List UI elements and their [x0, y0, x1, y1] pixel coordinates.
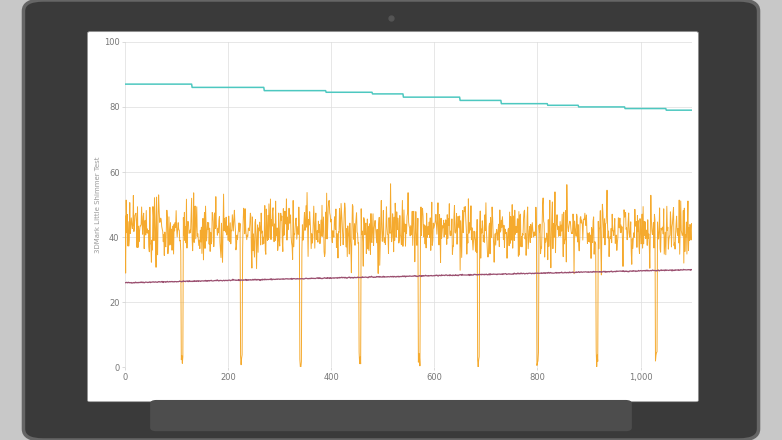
Y-axis label: 3DMark Little Shimmer Test: 3DMark Little Shimmer Test [95, 156, 101, 253]
FancyBboxPatch shape [23, 0, 759, 440]
FancyBboxPatch shape [88, 32, 698, 402]
FancyBboxPatch shape [150, 400, 632, 431]
